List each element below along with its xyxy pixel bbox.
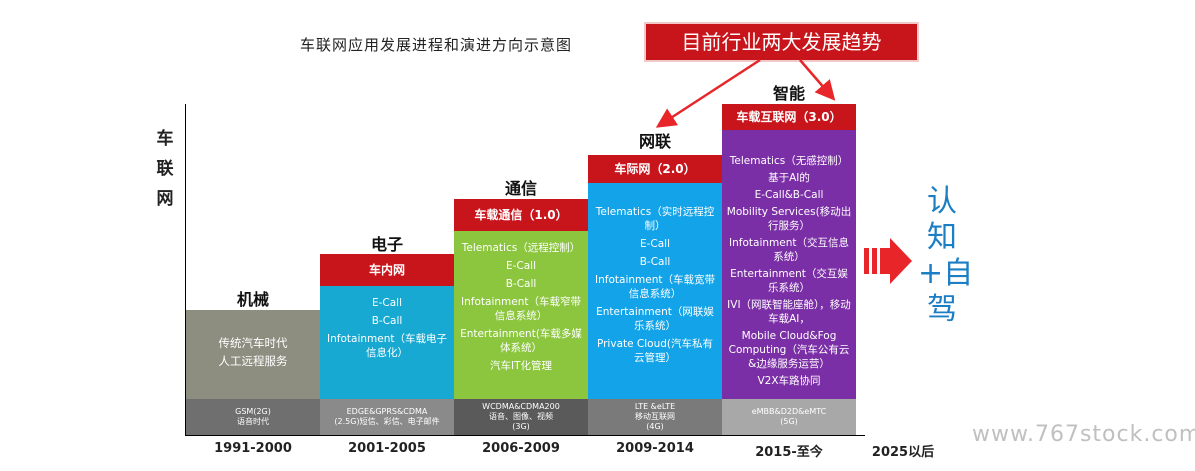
network-box-smart: eMBB&D2D&eMTC (5G) [722,399,856,435]
phase-head-electronic: 电子 [370,235,403,254]
network-text: WCDMA&CDMA200 [482,402,560,411]
feature-item: Infotainment（车载窄带信息系统） [461,296,581,322]
period-label-future: 2025以后 [871,445,935,460]
phase-head-mechanical: 机械 [236,290,269,309]
feature-item: Entertainment（交互娱乐系统） [730,268,848,294]
y-axis-label: 车联网 [156,129,174,209]
period-label: 2009-2014 [616,441,694,456]
phase-column-electronic: E-Call B-Call Infotainment（车载电子信息化） [320,286,454,399]
feature-item: Telematics（无感控制） [729,155,849,167]
diagram-title: 车联网应用发展进程和演进方向示意图 [300,36,573,54]
network-text: 语音时代 [237,417,269,426]
phase-bar-electronic: 车内网 [320,254,454,286]
feature-item: Infotainment（车载宽带信息系统） [595,274,715,300]
feature-item: B-Call [371,315,403,327]
feature-item: 传统汽车时代 [218,336,288,350]
watermark: www.767stock.com [972,422,1195,447]
network-text: (5G) [780,417,798,426]
phase-column-communication: Telematics（远程控制） E-Call B-Call Infotainm… [454,231,588,399]
feature-item: 人工远程服务 [218,354,288,368]
network-box-mechanical: GSM(2G) 语音时代 [186,399,320,435]
phase-head-communication: 通信 [504,179,537,198]
period-label: 2006-2009 [482,441,560,456]
phase-column-smart: Telematics（无感控制） 基于AI的 E-Call&B-Call Mob… [722,130,856,399]
network-box-electronic: EDGE&GPRS&CDMA (2.5G)短信、彩信、电子邮件 [320,399,454,435]
phase-bar-communication: 车载通信（1.0） [454,199,588,231]
network-text: eMBB&D2D&eMTC [751,407,827,416]
arrow-to-smart [799,59,836,101]
phase-column-mechanical: 传统汽车时代 人工远程服务 [186,310,320,399]
feature-item: E-Call&B-Call [754,189,824,201]
network-text: (3G) [512,422,530,431]
feature-item: E-Call [505,260,537,272]
feature-item: V2X车路协同 [757,375,821,387]
network-text: (2.5G)短信、彩信、电子邮件 [334,417,440,426]
feature-item: Infotainment（车载电子信息化） [327,333,447,359]
phase-head-connected: 网联 [638,132,671,151]
feature-item: Entertainment(车载多媒体系统） [460,328,582,354]
arrow-to-netlink [655,58,761,128]
phase-head-smart: 智能 [772,84,805,103]
feature-item: Telematics（实时远程控制） [595,206,715,232]
period-label: 2015-至今 [755,445,823,460]
network-text: 语音、图像、视频 [489,412,553,421]
feature-item: B-Call [639,256,671,268]
network-text: EDGE&GPRS&CDMA [346,407,428,416]
network-text: GSM(2G) [235,407,271,416]
feature-item: Mobile Cloud&Fog Computing（汽车公有云&边缘服务运营） [728,330,850,370]
feature-item: Private Cloud(汽车私有云管理） [596,338,714,364]
network-box-connected: LTE &eLTE 移动互联网 (4G) [588,399,722,435]
feature-item: B-Call [505,278,537,290]
phase-bar-smart: 车载互联网（3.0） [722,104,856,130]
feature-item: 基于AI的 [768,172,810,184]
network-box-communication: WCDMA&CDMA200 语音、图像、视频 (3G) [454,399,588,435]
x-axis-line [185,435,865,436]
future-direction-text: 认知+自驾 [918,184,974,327]
feature-item: E-Call [371,297,403,309]
feature-item: IVI（网联智能座舱），移动车载AI， [727,299,851,325]
period-label: 2001-2005 [348,441,426,456]
y-axis-line [185,104,186,436]
trend-badge: 目前行业两大发展趋势 [646,24,917,60]
phase-column-connected: Telematics（实时远程控制） E-Call B-Call Infotai… [588,183,722,399]
feature-item: Mobility Services(移动出行服务） [726,206,852,232]
network-text: 移动互联网 [635,412,675,421]
feature-item: Entertainment（网联娱乐系统） [596,306,714,332]
feature-item: 汽车IT化管理 [489,360,552,372]
network-text: LTE &eLTE [634,402,676,411]
period-label: 1991-2000 [214,441,292,456]
network-text: (4G) [646,422,664,431]
feature-item: Infotainment（交互信息系统） [729,237,849,263]
feature-item: E-Call [639,238,671,250]
future-arrow-icon [864,238,912,284]
phase-bar-connected: 车际网（2.0） [588,155,722,183]
feature-item: Telematics（远程控制） [461,242,581,254]
